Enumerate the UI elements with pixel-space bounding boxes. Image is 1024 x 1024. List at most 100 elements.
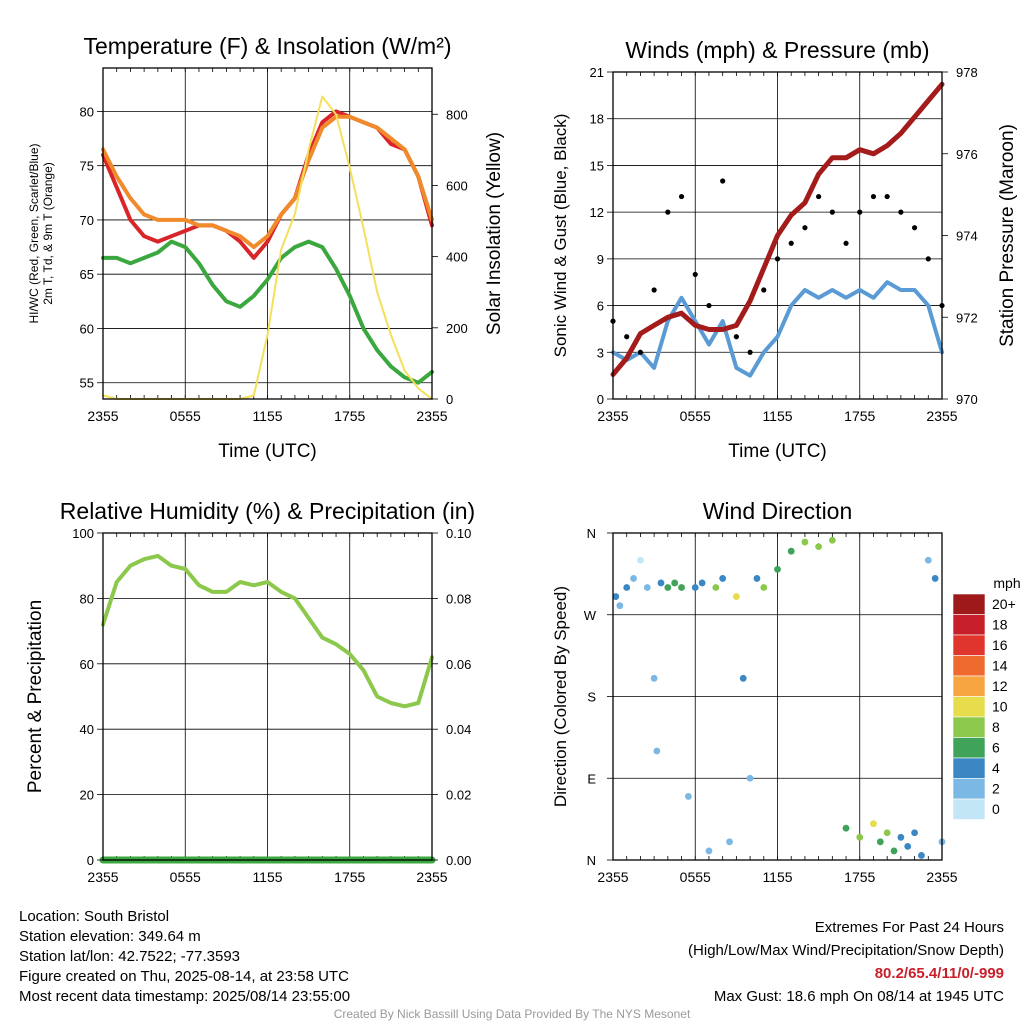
chart-title: Temperature (F) & Insolation (W/m²) [83,33,451,59]
gust-point [857,209,863,215]
rh-ytick-label: 80 [80,591,94,606]
rh-ytick-label: 20 [80,788,94,803]
legend-label: 18 [992,617,1008,633]
direction-point [643,584,651,591]
wind-ytick-label: 3 [597,345,604,360]
direction-point [890,847,898,855]
wind-y2tick-label: 970 [956,392,978,407]
temp-xtick-label: 0555 [170,408,201,424]
direction-point [726,838,733,846]
gust-point [720,178,726,184]
rh-y2tick-label: 0.04 [446,722,471,737]
series-line-td [101,239,434,385]
rh-y2tick-label: 0.08 [446,591,471,606]
direction-point [883,829,891,837]
gust-point [706,302,712,309]
direction-point [774,565,781,573]
temp-ytick-label: 75 [80,159,94,174]
dir-xtick-label: 2355 [597,869,628,885]
legend-label: 6 [992,740,1000,756]
direction-point [623,584,631,591]
dir-ytick-label: E [587,771,596,786]
gust-point [774,256,781,262]
direction-point [856,833,864,841]
wind-xtick-label: 1155 [762,408,792,424]
axis-label: HI/WC (Red, Green, Scarlet/Blue) [27,143,41,323]
chart-title: Wind Direction [703,498,853,524]
wind-ytick-label: 9 [597,252,604,267]
gust-point [637,349,644,355]
temp-xtick-label: 1155 [252,408,282,424]
temp-xtick-label: 2355 [87,408,118,424]
direction-point [616,602,624,610]
gust-point [678,193,685,200]
dir-plot-border [612,532,943,861]
legend-label: 4 [992,760,1000,776]
direction-point [876,838,884,846]
temp-y2tick-label: 800 [446,107,468,122]
dir-ytick-label: W [584,608,597,623]
direction-point [678,584,685,591]
legend-swatch [952,798,986,820]
extremes-subtitle: (High/Low/Max Wind/Precipitation/Snow De… [688,942,1004,959]
legend-swatch [952,593,986,615]
direction-point [904,842,912,850]
axis-label: Direction (Colored By Speed) [551,586,570,807]
wind-plot-border [612,71,943,400]
direction-point [842,824,850,832]
legend-label: 8 [992,719,1000,735]
gust-point [665,209,671,215]
direction-point [612,593,620,600]
direction-point [753,575,761,582]
legend-swatch [952,778,986,800]
wind-xtick-label: 2355 [926,408,957,424]
legend-swatch [952,655,986,677]
direction-point [691,584,699,591]
temp-chart: 2355 0555 1155 1755 235555606570758002004006… [27,33,505,462]
legend-swatch [952,614,986,636]
wind-chart: 2355 0555 1155 1755 235503691215182197097297… [551,37,1018,462]
series-line-pressure [610,81,945,377]
chart-title: Winds (mph) & Pressure (mb) [625,37,929,63]
direction-point [815,543,823,551]
extremes-max-gust: Max Gust: 18.6 mph On 08/14 at 1945 UTC [713,988,1004,1005]
wind-xtick-label: 1755 [844,408,875,424]
legend-label: 16 [992,637,1008,653]
series-line-rh [101,553,434,709]
rh-xtick-label: 1155 [252,869,282,885]
axis-label: Percent & Precipitation [25,600,46,793]
temp-y2tick-label: 600 [446,178,468,193]
gust-point [884,193,890,200]
legend-swatch [952,757,986,779]
direction-point [698,579,706,587]
legend-label: 14 [992,658,1008,674]
wind-ytick-label: 0 [597,392,604,407]
temp-xtick-label: 1755 [334,408,365,424]
direction-point [719,575,727,582]
x-axis-label: Time (UTC) [218,441,317,462]
legend-label: 10 [992,699,1008,715]
temp-xtick-label: 2355 [416,408,447,424]
rh-xtick-label: 2355 [87,869,118,885]
gust-point [911,225,918,231]
gust-point [692,271,698,278]
legend-label: 12 [992,678,1008,694]
gust-point [761,287,767,293]
wind-y2tick-label: 976 [956,147,978,162]
gust-point [816,193,822,200]
gust-point [829,209,835,215]
info-created: Figure created on Thu, 2025-08-14, at 23… [19,968,349,985]
wind-ytick-label: 6 [597,299,604,314]
wind-ytick-label: 15 [590,158,604,173]
direction-point [911,829,918,837]
x-axis-label: Time (UTC) [728,441,827,462]
chart-title: Relative Humidity (%) & Precipitation (i… [60,498,475,524]
direction-point [664,584,672,591]
dir-ytick-label: S [587,690,596,705]
dir-xtick-label: 1755 [844,869,875,885]
direction-point [870,820,877,828]
wind-xtick-label: 2355 [597,408,628,424]
info-recent: Most recent data timestamp: 2025/08/14 2… [19,988,351,1005]
rh-y2tick-label: 0.06 [446,657,471,672]
gust-point [733,334,739,340]
